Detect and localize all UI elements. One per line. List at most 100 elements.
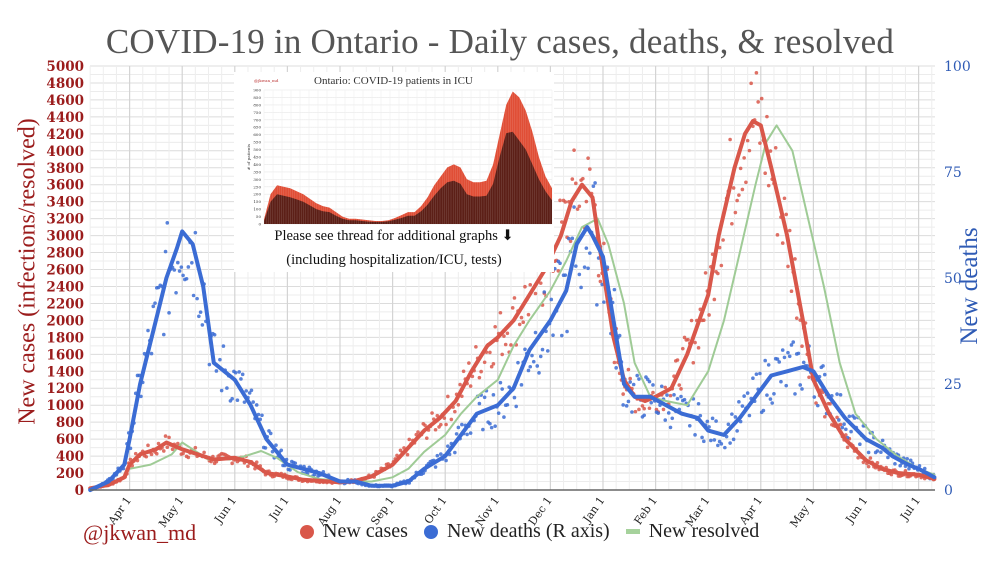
left-tick-label: 1600 [46,347,84,363]
data-point [812,395,817,399]
data-point [705,419,710,424]
data-point [747,148,752,153]
data-point [190,260,194,265]
data-point [538,281,543,285]
data-point [468,384,473,388]
data-point [512,395,517,400]
data-point [489,364,494,369]
data-point [663,385,668,390]
data-point [838,393,843,397]
data-point [177,269,182,273]
data-point [731,437,736,442]
data-point [467,361,471,365]
data-point [672,392,676,397]
right-tick-label: 75 [944,165,962,181]
inset-tick-label: 50 [256,214,262,219]
data-point [719,442,724,446]
data-point [563,200,568,204]
data-point [866,464,871,469]
data-point [796,351,801,356]
data-point [766,183,771,188]
legend: New cases New deaths (R axis) New resolv… [300,520,775,543]
data-point [558,198,562,203]
data-point [535,364,540,368]
data-point [868,456,873,460]
data-point [453,409,457,414]
data-point [574,264,578,268]
data-point [198,310,203,314]
data-point [572,205,576,209]
data-point [621,403,625,407]
data-point [668,393,673,398]
data-point [735,429,739,433]
data-point [249,388,254,393]
data-point [765,393,769,397]
data-point [567,236,571,241]
down-arrow-icon: ⬇ [501,228,514,244]
data-point [728,441,732,445]
data-point [528,364,533,369]
data-point [742,394,746,398]
inset-note-line2: (including hospitalization/ICU, tests) [286,252,502,268]
data-point [714,419,718,423]
data-point [260,413,264,418]
data-point [161,332,166,337]
data-point [488,421,492,426]
inset-tick-label: 0 [258,222,261,227]
data-point [221,344,226,348]
data-point [460,422,464,427]
data-point [628,380,632,384]
data-point [640,404,645,408]
data-point [787,354,792,359]
inset-total-area [264,91,552,224]
data-point [582,265,587,269]
data-point [866,450,871,455]
left-tick-label: 800 [56,415,84,431]
right-tick-label: 25 [944,377,962,393]
data-point [631,382,636,387]
data-point [538,354,543,359]
left-tick-label: 1800 [46,330,84,346]
data-point [488,350,492,355]
data-point [679,387,683,391]
data-point [523,284,527,289]
data-point [624,404,629,408]
data-point [780,241,785,245]
data-point [181,451,185,456]
data-point [491,393,496,397]
right-tick-label: 50 [944,271,962,287]
data-point [465,432,469,437]
data-point [626,399,631,404]
data-point [773,145,778,150]
data-point [907,466,911,471]
data-point [777,360,782,364]
right-axis-ticks: 0 25 50 75 100 [944,59,971,499]
inset-tick-label: 600 [253,132,261,137]
data-point [679,394,683,399]
data-point [167,311,171,315]
x-tick-label: May 1 [787,494,817,530]
data-point [730,221,734,226]
data-point [772,391,776,396]
data-point [842,422,846,427]
inset-tick-label: 350 [253,169,261,174]
data-point [800,387,804,391]
data-point [435,413,440,418]
inset-tick-label: 100 [253,207,261,212]
data-point [814,401,818,405]
data-point [244,389,248,393]
x-tick-label: Jul 1 [897,494,923,523]
data-point [559,220,564,224]
inset-tick-label: 400 [253,162,261,167]
data-point [274,443,278,447]
left-tick-label: 400 [56,449,84,465]
data-point [446,394,450,399]
chart-title: COVID-19 in Ontario - Daily cases, death… [105,22,895,61]
left-tick-label: 3800 [46,161,84,177]
data-point [742,156,746,160]
new-deaths-line [88,225,937,492]
data-point [184,276,189,281]
data-point [686,337,690,342]
data-point [500,352,504,357]
data-point [218,357,222,362]
